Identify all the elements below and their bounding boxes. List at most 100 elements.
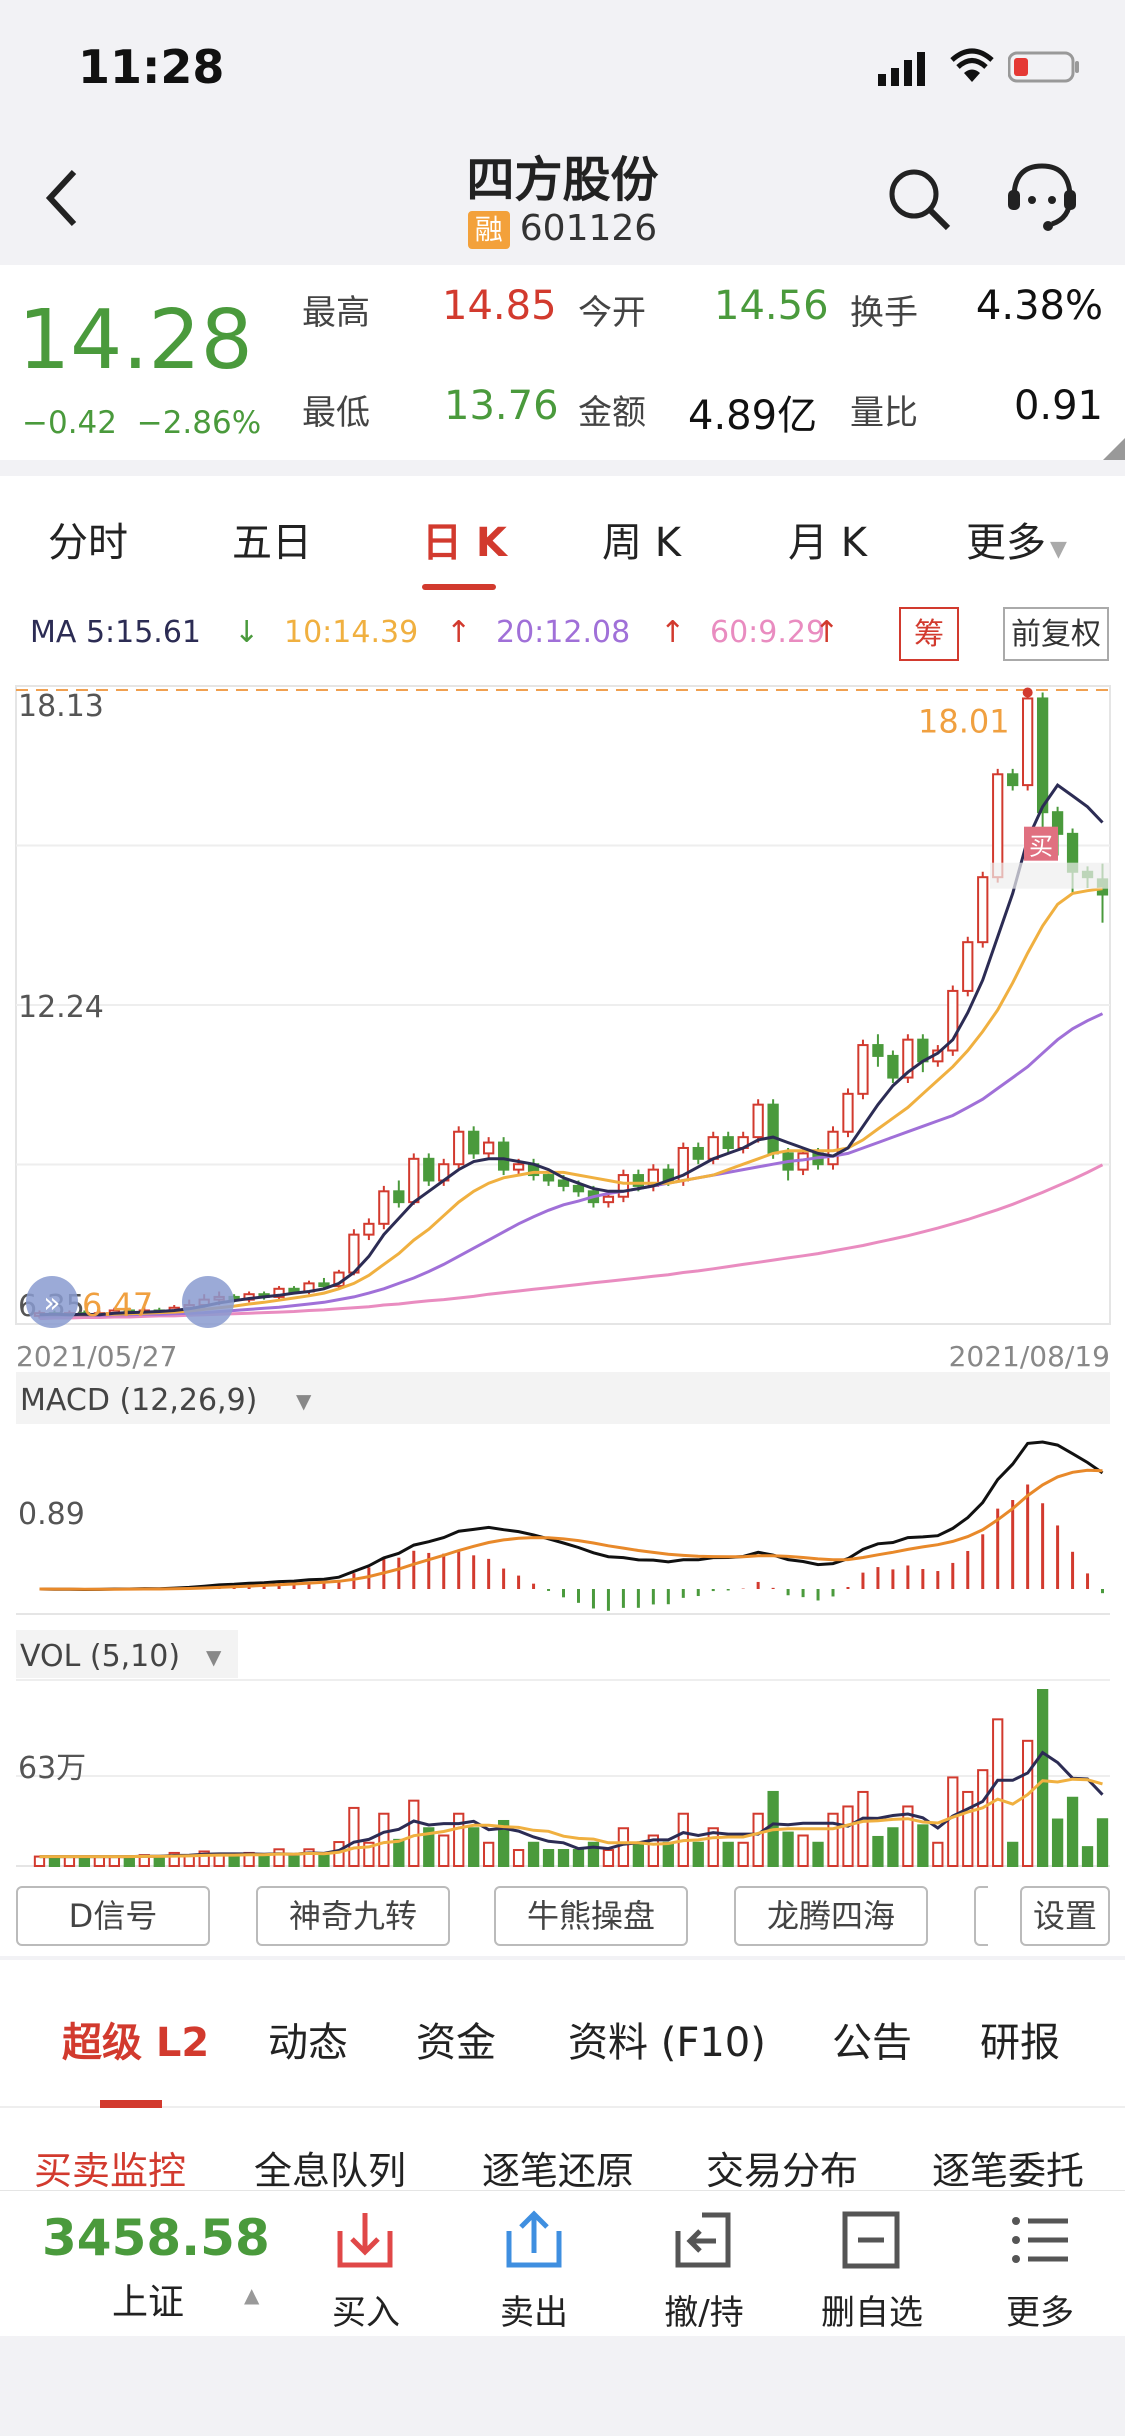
more-indicator-button[interactable] — [974, 1886, 988, 1946]
y-tick-mid: 12.24 — [18, 990, 104, 1025]
min-price-label: 6.47 — [82, 1286, 153, 1324]
candle-down — [288, 1287, 300, 1293]
candle-up — [842, 1092, 854, 1133]
sell-button[interactable]: 卖出 — [500, 2293, 568, 2333]
settings-button[interactable]: 设置 — [1020, 1886, 1110, 1946]
tab-funds[interactable]: 资金 — [416, 2020, 496, 2066]
volume-bar — [842, 1805, 854, 1867]
info-tabs: 超级 L2 动态 资金 资料 (F10) 公告 研报 — [0, 1960, 1125, 2108]
active-tab-indicator — [422, 584, 496, 590]
ma10-legend: 10:14.39 — [284, 615, 418, 650]
index-name[interactable]: 上证 — [112, 2282, 185, 2323]
search-icon[interactable] — [886, 166, 952, 232]
index-value[interactable]: 3458.58 — [42, 2209, 270, 2267]
subtab-buy-sell-monitor[interactable]: 买卖监控 — [34, 2149, 187, 2193]
tab-research[interactable]: 研报 — [980, 2020, 1060, 2066]
volume-bar — [288, 1855, 300, 1867]
customer-service-icon[interactable] — [1004, 160, 1080, 236]
candle-down — [1007, 773, 1019, 787]
tab-five-day[interactable]: 五日 — [232, 520, 312, 566]
volume-bar — [273, 1848, 285, 1867]
volume-bar — [198, 1850, 210, 1867]
tab-f10[interactable]: 资料 (F10) — [568, 2020, 766, 2066]
expand-corner-icon[interactable] — [1103, 438, 1125, 460]
volume-bar — [917, 1824, 929, 1868]
stock-code: 601126 — [519, 208, 658, 249]
candle-up — [962, 941, 974, 992]
low-value: 13.76 — [444, 383, 559, 429]
more-button[interactable]: 更多 — [1006, 2293, 1074, 2333]
cancel-order-icon — [675, 2212, 731, 2268]
chip-button[interactable] — [899, 607, 959, 661]
ma10-legend-arrow: ↑ — [446, 615, 471, 650]
x-start-date: 2021/05/27 — [16, 1340, 177, 1373]
macd-label: MACD (12,26,9) — [20, 1383, 257, 1418]
adjust-button-label: 前复权 — [1011, 617, 1101, 652]
cancel-hold-button[interactable]: 撤/持 — [664, 2293, 744, 2333]
header: 四方股份 融 601126 — [0, 130, 1125, 260]
indicator-bar: D信号 神奇九转 牛熊操盘 龙腾四海 设置 — [0, 1876, 1125, 1956]
open-value: 14.56 — [714, 283, 829, 329]
volume-bar — [33, 1855, 46, 1867]
index-switch-icon[interactable]: ▲ — [244, 2283, 260, 2307]
subtab-trade-distribution[interactable]: 交易分布 — [706, 2149, 859, 2193]
magic-nine-button[interactable]: 神奇九转 — [256, 1886, 450, 1946]
volume-bar — [153, 1855, 165, 1867]
bottom-action-bar: 3458.58 上证 ▲ 买入 卖出 撤/持 删自选 更多 — [0, 2190, 1125, 2336]
price-change: −0.42 −2.86% — [22, 405, 262, 441]
candle-down — [393, 1190, 405, 1204]
candle-up — [857, 1044, 869, 1095]
candle-up — [902, 1038, 914, 1079]
volume-bar — [527, 1841, 540, 1867]
volume-bar — [587, 1841, 600, 1867]
volume-bar — [557, 1849, 570, 1867]
volume-bar — [1022, 1739, 1034, 1867]
subtab-tick-orders[interactable]: 逐笔委托 — [932, 2149, 1085, 2193]
subtab-full-queue[interactable]: 全息队列 — [254, 2149, 407, 2193]
remove-watchlist-icon — [842, 2211, 900, 2269]
dragon-button[interactable]: 龙腾四海 — [734, 1886, 928, 1946]
buy-button[interactable]: 买入 — [332, 2293, 400, 2333]
ma20-legend: 20:12.08 — [496, 615, 630, 650]
stock-code-line: 融 601126 — [0, 208, 1125, 249]
remove-watchlist-button[interactable]: 删自选 — [821, 2293, 923, 2333]
volume-bar — [258, 1855, 270, 1867]
tab-news[interactable]: 动态 — [268, 2020, 348, 2066]
high-label: 最高 — [302, 293, 370, 333]
buy-icon — [337, 2213, 393, 2268]
tab-announcement[interactable]: 公告 — [832, 2020, 912, 2066]
macd-dea-line — [39, 1468, 1103, 1591]
back-icon[interactable] — [44, 168, 84, 228]
tab-weekly-k[interactable]: 周 K — [602, 520, 681, 566]
kline-chart-svg[interactable]: MA 5:15.61 ↓ 10:14.39 ↑ 20:12.08 ↑ 60:9.29↑ 筹前复… — [0, 594, 1125, 1954]
d-signal-button[interactable]: D信号 — [16, 1886, 210, 1946]
candle-down — [722, 1136, 734, 1149]
quote-panel: 14.28 −0.42 −2.86% 最高 14.85 今开 14.56 换手 … — [0, 265, 1125, 460]
turnover-value: 4.38% — [975, 283, 1103, 329]
tab-daily-k[interactable]: 日 K — [422, 520, 507, 566]
scroll-left-button[interactable] — [26, 1276, 78, 1328]
buy-signal-badge — [1024, 826, 1058, 861]
volume-bar — [812, 1841, 824, 1867]
volume-bar — [303, 1848, 315, 1867]
marker-button[interactable] — [182, 1276, 234, 1328]
adjust-button[interactable] — [1003, 607, 1109, 661]
volume-bar — [468, 1827, 480, 1868]
tab-monthly-k[interactable]: 月 K — [788, 520, 867, 566]
candle-down — [318, 1282, 330, 1288]
ma10-line — [39, 887, 1103, 1317]
macd-dif-line — [39, 1440, 1104, 1592]
tab-more[interactable]: 更多 ▼ — [966, 520, 1067, 566]
tab-timeshare[interactable]: 分时 — [48, 520, 128, 566]
volume-bar — [632, 1841, 645, 1867]
volume-bar — [453, 1812, 465, 1868]
x-end-date: 2021/08/19 — [949, 1340, 1110, 1373]
volume-bar — [1036, 1689, 1049, 1867]
bull-bear-button[interactable]: 牛熊操盘 — [494, 1886, 688, 1946]
subtab-tick-restore[interactable]: 逐笔还原 — [482, 2149, 635, 2193]
open-label: 今开 — [578, 293, 646, 333]
amount-value: 4.89亿 — [688, 393, 818, 439]
volume-bar — [483, 1841, 495, 1867]
tab-super-l2[interactable]: 超级 L2 — [62, 2020, 210, 2066]
volume-bar — [497, 1819, 510, 1868]
